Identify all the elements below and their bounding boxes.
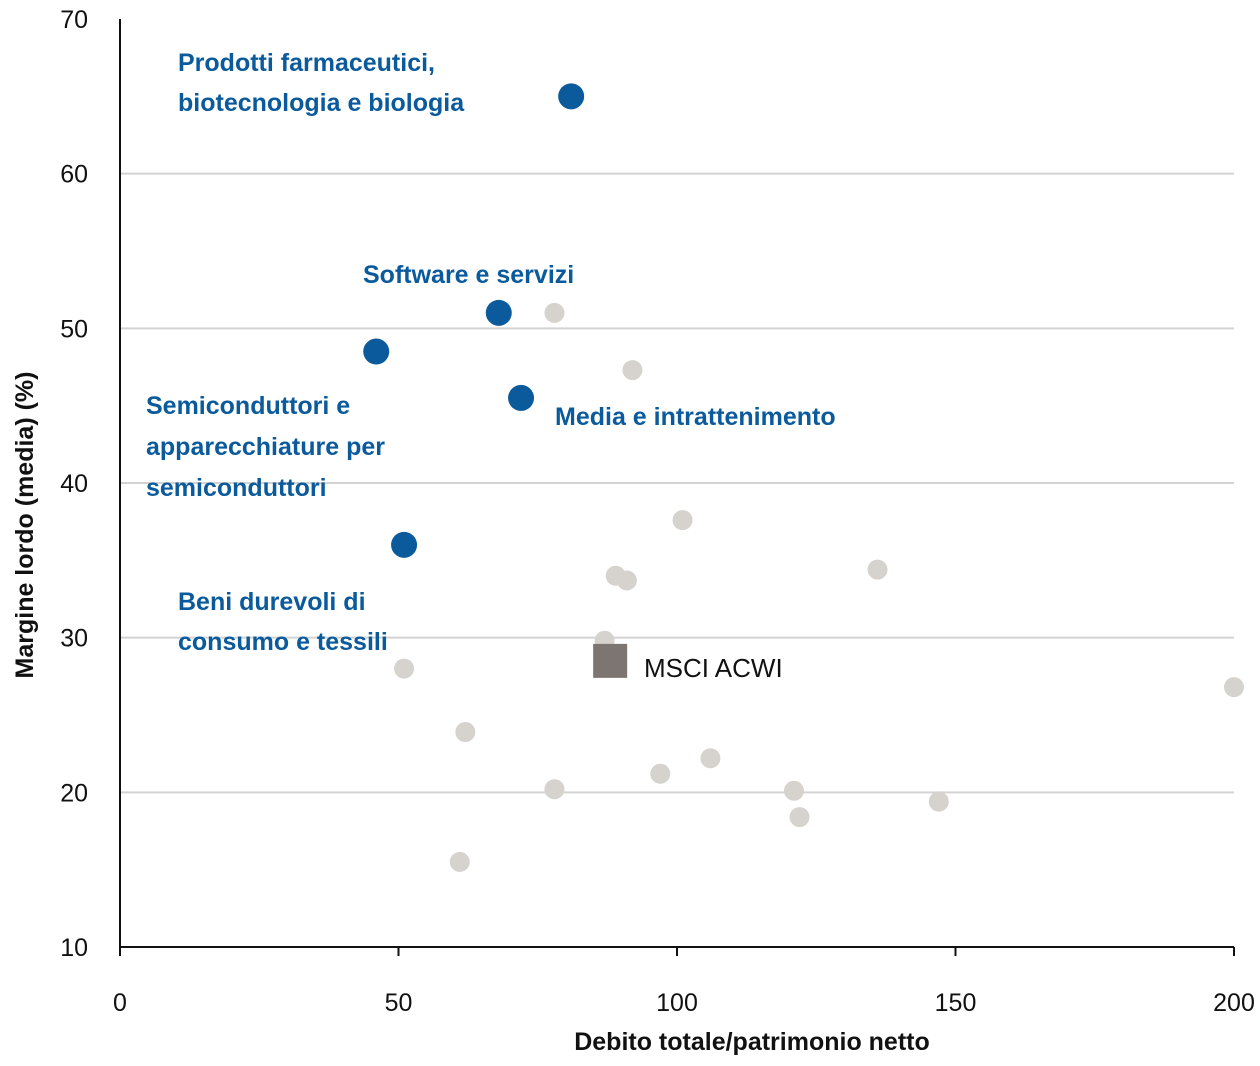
- y-tick-labels: 10 20 30 40 50 60 70: [60, 6, 88, 962]
- x-tick-label: 150: [935, 989, 977, 1017]
- annotation-software: Software e servizi: [363, 261, 574, 289]
- x-tick-label: 0: [113, 989, 127, 1017]
- y-tick-label: 60: [60, 161, 88, 189]
- annotation-consumer-line-2: consumo e tessili: [178, 628, 388, 656]
- other-sector-points: [394, 302, 1244, 872]
- gridlines: [120, 172, 1234, 794]
- sector-point: [672, 510, 693, 531]
- y-tick-label: 20: [60, 779, 88, 807]
- sector-point: [700, 748, 721, 769]
- highlighted-sector-point: [558, 83, 585, 110]
- sector-point: [455, 722, 476, 743]
- y-tick-label: 10: [60, 934, 88, 962]
- sector-point: [1224, 677, 1244, 698]
- y-tick-label: 40: [60, 470, 88, 498]
- msci-acwi-label: MSCI ACWI: [644, 653, 783, 683]
- annotation-pharma-line-2: biotecnologia e biologia: [178, 89, 465, 117]
- x-tick-label: 200: [1213, 989, 1255, 1017]
- sector-point: [867, 559, 888, 580]
- sector-point: [789, 807, 810, 828]
- annotation-pharma-line-1: Prodotti farmaceutici,: [178, 49, 435, 77]
- x-tick-label: 50: [385, 989, 413, 1017]
- sector-point: [783, 780, 804, 801]
- sector-point: [650, 763, 671, 784]
- highlighted-sector-point: [508, 384, 535, 411]
- annotation-consumer-line-1: Beni durevoli di: [178, 588, 366, 616]
- sector-point: [622, 360, 643, 381]
- annotation-semis-line-1: Semiconduttori e: [146, 392, 350, 420]
- y-tick-label: 70: [60, 6, 88, 34]
- msci-acwi-marker: [593, 643, 628, 678]
- highlighted-sector-point: [363, 338, 390, 365]
- annotation-semis-line-3: semiconduttori: [146, 474, 327, 502]
- sector-point: [544, 779, 565, 800]
- annotation-semis-line-2: apparecchiature per: [146, 433, 385, 461]
- x-tick-labels: 0 50 100 150 200: [113, 947, 1255, 1017]
- benchmark-point: [593, 643, 628, 678]
- highlighted-sector-point: [391, 531, 418, 558]
- sector-point: [449, 851, 470, 872]
- highlighted-sector-points: [363, 83, 585, 558]
- highlighted-sector-point: [485, 299, 512, 326]
- annotation-media: Media e intrattenimento: [555, 403, 836, 431]
- x-axis-title: Debito totale/patrimonio netto: [574, 1028, 930, 1056]
- sector-point: [544, 302, 565, 323]
- y-tick-label: 30: [60, 625, 88, 653]
- sector-point: [394, 658, 415, 679]
- y-axis-title: Margine lordo (media) (%): [11, 372, 39, 679]
- x-tick-label: 100: [656, 989, 698, 1017]
- sector-point: [928, 791, 949, 812]
- sector-point: [616, 570, 637, 591]
- y-tick-label: 50: [60, 315, 88, 343]
